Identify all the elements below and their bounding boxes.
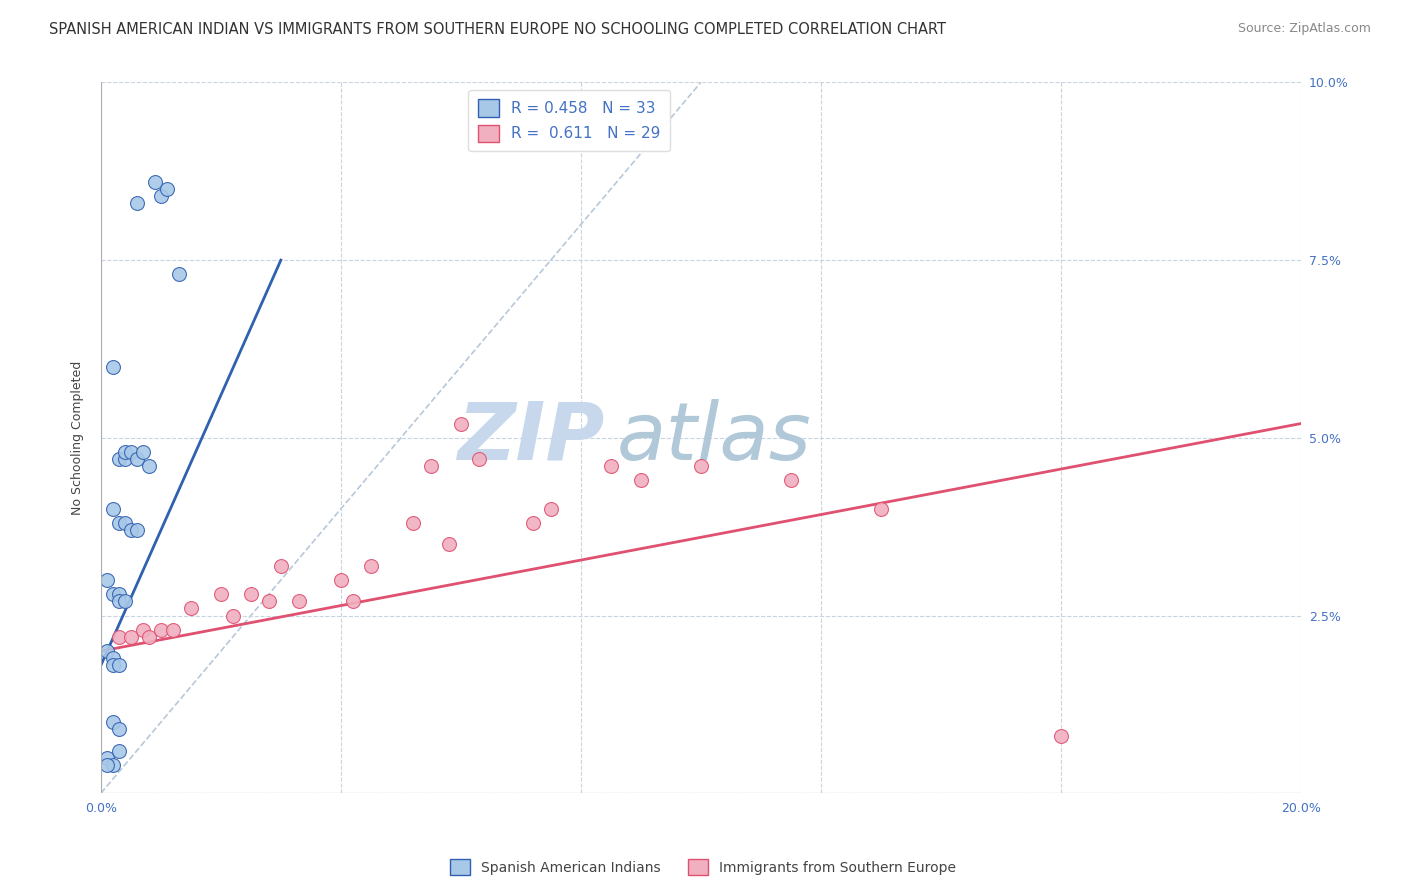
Point — [114, 516, 136, 530]
Text: Source: ZipAtlas.com: Source: ZipAtlas.com — [1237, 22, 1371, 36]
Point — [101, 359, 124, 374]
Point — [108, 587, 131, 601]
Legend: Spanish American Indians, Immigrants from Southern Europe: Spanish American Indians, Immigrants fro… — [444, 854, 962, 880]
Point — [114, 594, 136, 608]
Point — [599, 459, 621, 474]
Point — [125, 196, 148, 211]
Point — [402, 516, 425, 530]
Point — [96, 644, 118, 658]
Point — [101, 651, 124, 665]
Text: SPANISH AMERICAN INDIAN VS IMMIGRANTS FROM SOUTHERN EUROPE NO SCHOOLING COMPLETE: SPANISH AMERICAN INDIAN VS IMMIGRANTS FR… — [49, 22, 946, 37]
Point — [239, 587, 262, 601]
Point — [101, 757, 124, 772]
Point — [96, 573, 118, 587]
Point — [162, 623, 184, 637]
Point — [101, 502, 124, 516]
Point — [108, 743, 131, 757]
Point — [270, 558, 292, 573]
Point — [108, 630, 131, 644]
Point — [149, 623, 172, 637]
Point — [779, 474, 801, 488]
Point — [108, 658, 131, 673]
Text: ZIP: ZIP — [457, 399, 605, 477]
Point — [125, 452, 148, 467]
Point — [114, 445, 136, 459]
Point — [222, 608, 245, 623]
Point — [101, 587, 124, 601]
Point — [138, 459, 160, 474]
Point — [630, 474, 652, 488]
Point — [120, 523, 142, 537]
Point — [167, 268, 190, 282]
Point — [132, 445, 155, 459]
Point — [689, 459, 711, 474]
Point — [114, 452, 136, 467]
Point — [419, 459, 441, 474]
Point — [450, 417, 472, 431]
Point — [101, 658, 124, 673]
Point — [143, 175, 166, 189]
Point — [101, 715, 124, 730]
Point — [209, 587, 232, 601]
Point — [540, 502, 562, 516]
Point — [522, 516, 544, 530]
Y-axis label: No Schooling Completed: No Schooling Completed — [72, 360, 84, 515]
Point — [180, 601, 202, 615]
Point — [329, 573, 352, 587]
Point — [437, 537, 460, 551]
Point — [108, 594, 131, 608]
Legend: R = 0.458   N = 33, R =  0.611   N = 29: R = 0.458 N = 33, R = 0.611 N = 29 — [468, 90, 669, 152]
Point — [108, 516, 131, 530]
Point — [257, 594, 280, 608]
Point — [360, 558, 382, 573]
Text: atlas: atlas — [617, 399, 811, 477]
Point — [120, 630, 142, 644]
Point — [96, 750, 118, 764]
Point — [342, 594, 364, 608]
Point — [120, 445, 142, 459]
Point — [138, 630, 160, 644]
Point — [1049, 730, 1071, 744]
Point — [108, 452, 131, 467]
Point — [869, 502, 891, 516]
Point — [149, 189, 172, 203]
Point — [468, 452, 491, 467]
Point — [96, 757, 118, 772]
Point — [156, 182, 179, 196]
Point — [108, 723, 131, 737]
Point — [125, 523, 148, 537]
Point — [288, 594, 311, 608]
Point — [132, 623, 155, 637]
